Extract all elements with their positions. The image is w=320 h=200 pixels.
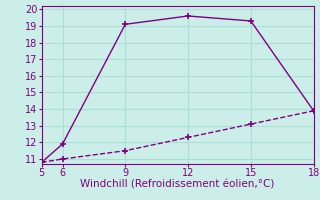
X-axis label: Windchill (Refroidissement éolien,°C): Windchill (Refroidissement éolien,°C) — [80, 180, 275, 190]
